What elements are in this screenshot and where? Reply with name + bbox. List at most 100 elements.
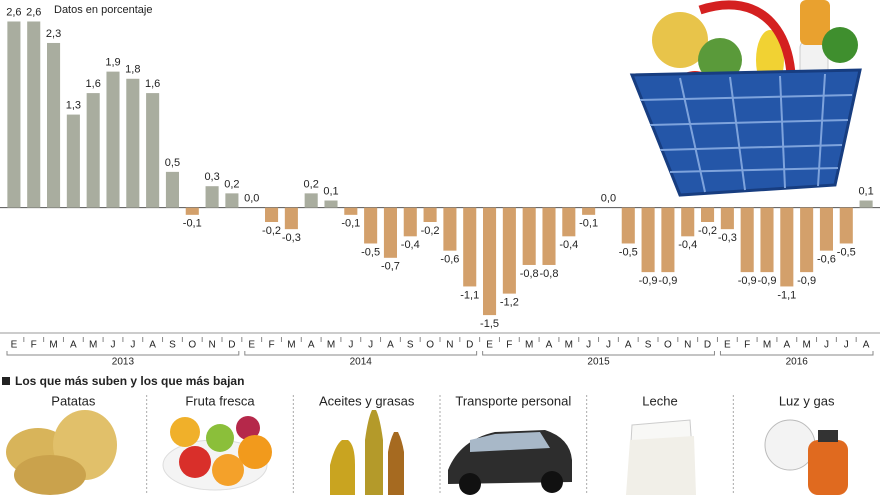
year-label-bg bbox=[344, 356, 377, 368]
year-label-bg bbox=[106, 356, 139, 368]
panel-item-label: Patatas bbox=[51, 393, 96, 408]
bar bbox=[27, 21, 41, 208]
value-label: -1,1 bbox=[777, 289, 796, 301]
product-illustrations bbox=[6, 410, 848, 496]
x-tick-label: E bbox=[11, 340, 18, 351]
bar bbox=[443, 207, 457, 251]
x-tick-label: A bbox=[783, 340, 790, 351]
year-bracket bbox=[6, 351, 240, 356]
bar bbox=[720, 207, 734, 230]
bar bbox=[284, 207, 298, 230]
value-label: 0,2 bbox=[224, 178, 239, 190]
value-label: -0,5 bbox=[837, 246, 856, 258]
value-label: -0,4 bbox=[678, 239, 697, 251]
x-tick-label: A bbox=[308, 340, 315, 351]
value-label: -1,1 bbox=[460, 289, 479, 301]
value-label: -0,8 bbox=[520, 268, 539, 280]
bar bbox=[304, 193, 318, 208]
year-label: 2015 bbox=[587, 357, 610, 368]
value-label: -0,4 bbox=[401, 239, 420, 251]
bar bbox=[522, 207, 536, 265]
x-tick-label: F bbox=[506, 340, 512, 351]
bar bbox=[165, 171, 179, 208]
x-tick-label: S bbox=[407, 340, 414, 351]
x-tick-label: N bbox=[446, 340, 453, 351]
basket-illustration bbox=[629, 0, 862, 197]
bar bbox=[641, 207, 655, 273]
x-tick-label: M bbox=[89, 340, 97, 351]
x-tick-label: M bbox=[327, 340, 335, 351]
bar bbox=[86, 93, 100, 208]
x-tick-label: F bbox=[744, 340, 750, 351]
bar bbox=[562, 207, 576, 237]
bar bbox=[324, 200, 338, 208]
value-label: -0,9 bbox=[639, 275, 658, 287]
x-tick-label: A bbox=[863, 340, 870, 351]
bar bbox=[66, 114, 80, 208]
chart-note: Datos en porcentaje bbox=[54, 4, 152, 16]
bar bbox=[760, 207, 774, 273]
value-label: 0,1 bbox=[858, 185, 873, 197]
value-label: -0,2 bbox=[262, 225, 281, 237]
bar bbox=[225, 193, 239, 208]
panel-item-label: Aceites y grasas bbox=[319, 393, 415, 408]
bar bbox=[106, 71, 120, 208]
x-tick-label: M bbox=[565, 340, 573, 351]
x-tick-label: J bbox=[844, 340, 849, 351]
x-tick-label: M bbox=[802, 340, 810, 351]
panel-item-label: Luz y gas bbox=[779, 393, 835, 408]
value-label: -0,8 bbox=[540, 268, 559, 280]
x-tick-label: M bbox=[49, 340, 57, 351]
year-bracket bbox=[482, 351, 715, 356]
value-label: -0,9 bbox=[738, 275, 757, 287]
value-label: -0,2 bbox=[421, 225, 440, 237]
bar bbox=[146, 93, 160, 208]
year-label: 2016 bbox=[786, 357, 809, 368]
bar bbox=[126, 78, 140, 208]
panel-item-label: Transporte personal bbox=[455, 393, 571, 408]
x-tick-label: A bbox=[149, 340, 156, 351]
year-label-bg bbox=[582, 356, 615, 368]
bar bbox=[542, 207, 556, 265]
x-tick-label: J bbox=[348, 340, 353, 351]
value-label: -0,4 bbox=[559, 239, 578, 251]
value-label: -0,1 bbox=[579, 218, 598, 230]
bar bbox=[205, 186, 219, 208]
year-label: 2014 bbox=[350, 357, 373, 368]
x-tick-label: M bbox=[525, 340, 533, 351]
value-label: 1,3 bbox=[66, 99, 81, 111]
bar bbox=[185, 207, 199, 215]
bar bbox=[364, 207, 378, 244]
value-label: 0,3 bbox=[204, 171, 219, 183]
x-tick-label: M bbox=[763, 340, 771, 351]
value-label: -0,1 bbox=[341, 218, 360, 230]
x-tick-label: D bbox=[466, 340, 473, 351]
bar bbox=[265, 207, 279, 222]
value-label: -1,2 bbox=[500, 297, 519, 309]
value-label: 0,2 bbox=[304, 178, 319, 190]
bar bbox=[621, 207, 635, 244]
value-label: -0,5 bbox=[361, 246, 380, 258]
bar bbox=[502, 207, 516, 294]
value-label: 1,9 bbox=[105, 57, 120, 69]
bar bbox=[819, 207, 833, 251]
value-label: 0,1 bbox=[323, 185, 338, 197]
x-tick-label: J bbox=[824, 340, 829, 351]
value-label: -0,6 bbox=[440, 254, 459, 266]
value-label: 1,8 bbox=[125, 64, 140, 76]
x-tick-label: A bbox=[387, 340, 394, 351]
bar bbox=[661, 207, 675, 273]
x-tick-label: F bbox=[31, 340, 37, 351]
value-label: -0,9 bbox=[797, 275, 816, 287]
bar bbox=[800, 207, 814, 273]
x-tick-label: D bbox=[704, 340, 711, 351]
x-tick-label: J bbox=[586, 340, 591, 351]
bar bbox=[859, 200, 873, 208]
value-label: 1,6 bbox=[86, 78, 101, 90]
panel-items: Patatas Fruta fresca Aceites y grasas Trans… bbox=[51, 393, 835, 495]
bar bbox=[344, 207, 358, 215]
x-tick-label: E bbox=[724, 340, 731, 351]
value-label: 0,0 bbox=[244, 193, 259, 205]
value-label: 1,6 bbox=[145, 78, 160, 90]
value-label: -0,1 bbox=[183, 218, 202, 230]
